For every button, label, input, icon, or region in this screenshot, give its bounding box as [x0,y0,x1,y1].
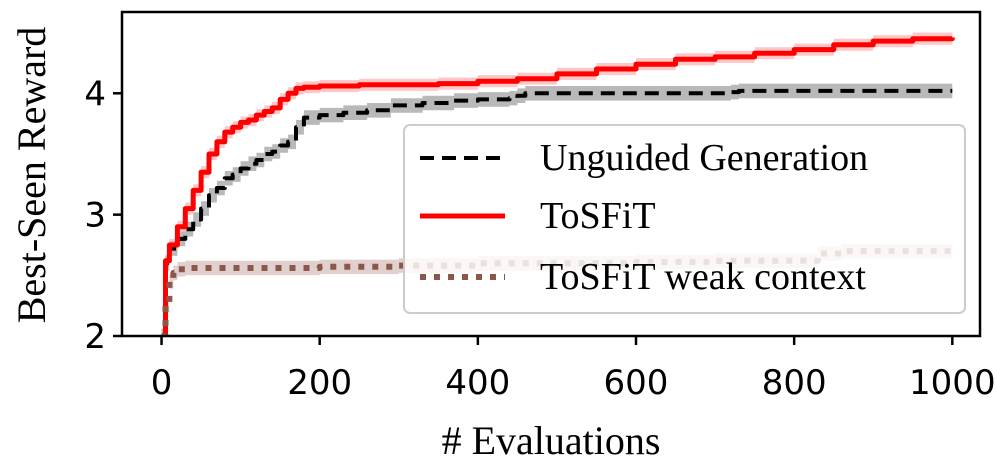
plot-frame [120,10,982,338]
y-tick-label: 4 [84,74,106,114]
x-axis-ticks: 0 200 400 600 800 1000 [151,336,996,403]
series-line-tosfit [161,36,955,336]
legend-label-unguided-generation: Unguided Generation [540,137,868,179]
x-tick-label: 1000 [909,363,996,403]
y-tick-label: 2 [84,317,106,357]
x-tick-label: 0 [151,363,173,403]
legend-label-tosfit: ToSFiT [540,195,656,237]
legend: Unguided Generation ToSFiT ToSFiT weak c… [403,124,966,314]
x-axis-label: # Evaluations [442,418,661,463]
x-tick-label: 600 [604,363,669,403]
series-line-unguided-generation [161,88,953,336]
legend-box [403,124,966,314]
y-tick-label: 3 [84,196,106,236]
x-tick-label: 800 [762,363,827,403]
x-tick-label: 200 [287,363,352,403]
y-axis-label: Best-Seen Reward [9,27,54,324]
y-axis-ticks: 2 3 4 [84,74,122,357]
x-tick-label: 400 [445,363,510,403]
series-lines [161,36,956,336]
legend-label-tosfit-weak-context: ToSFiT weak context [540,256,866,298]
